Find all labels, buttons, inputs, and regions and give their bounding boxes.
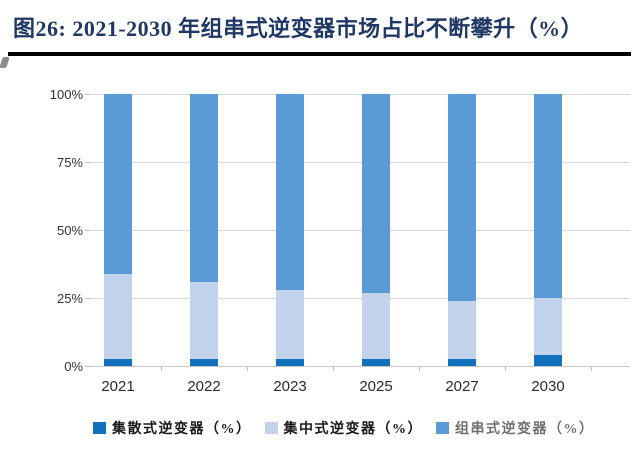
x-axis-tick (333, 366, 334, 371)
y-axis-label-50%: 50% (56, 223, 83, 238)
bar-2021-segment-0 (104, 359, 132, 366)
stacked-bar-chart: 0% 25% 50% 75% 100% 2021 2022 2023 2025 2027 2030 … (0, 62, 639, 457)
x-axis-tick (505, 366, 506, 371)
gridline-75% (90, 162, 630, 163)
legend-label-0: 集散式逆变器（%） (112, 422, 252, 437)
legend-label-1: 集中式逆变器（%） (283, 422, 423, 437)
x-axis-tick (419, 366, 420, 371)
y-tick-75% (85, 162, 90, 163)
y-axis-label-75%: 75% (56, 155, 83, 170)
bar-2022-segment-2 (190, 94, 218, 282)
x-axis-label-2022: 2022 (187, 378, 221, 395)
chart-legend: 集散式逆变器（%） 集中式逆变器（%） 组串式逆变器（%） (93, 418, 613, 438)
legend-label-2: 组串式逆变器（%） (455, 422, 595, 437)
bar-2025-segment-2 (362, 94, 390, 293)
bar-2023-segment-1 (276, 289, 304, 360)
x-axis-label-2030: 2030 (531, 378, 565, 395)
legend-item-0: 集散式逆变器（%） (93, 418, 252, 438)
bar-2021-segment-1 (104, 273, 132, 360)
bar-2027-segment-0 (448, 359, 476, 366)
gridline-0% (90, 366, 630, 367)
title-underline-rule (8, 52, 631, 56)
bar-2023-segment-0 (276, 359, 304, 366)
gridline-100% (90, 94, 630, 95)
gridline-50% (90, 230, 630, 231)
legend-swatch-icon-2 (436, 422, 449, 434)
y-tick-0% (85, 366, 90, 367)
x-axis-label-2025: 2025 (359, 378, 393, 395)
bar-2025-segment-1 (362, 292, 390, 360)
x-axis-tick (247, 366, 248, 371)
bar-2030-segment-2 (534, 94, 562, 298)
bar-2030-segment-0 (534, 355, 562, 366)
legend-item-1: 集中式逆变器（%） (264, 418, 424, 438)
bar-2022-segment-0 (190, 359, 218, 366)
bar-2022-segment-1 (190, 281, 218, 360)
gridline-25% (90, 298, 630, 299)
x-axis-tick (591, 366, 592, 371)
y-axis-label-0%: 0% (64, 359, 83, 374)
y-axis-label-25%: 25% (56, 291, 83, 306)
y-tick-25% (85, 298, 90, 299)
legend-item-2: 组串式逆变器（%） (436, 418, 595, 438)
bar-2021-segment-2 (104, 94, 132, 274)
x-axis-label-2027: 2027 (445, 378, 479, 395)
y-tick-100% (85, 94, 90, 95)
x-axis-label-2023: 2023 (273, 378, 307, 395)
bar-2025-segment-0 (362, 359, 390, 366)
figure-title: 图26: 2021-2030 年组串式逆变器市场占比不断攀升（%） (13, 16, 584, 41)
bar-2030-segment-1 (534, 298, 562, 356)
bar-2027-segment-1 (448, 300, 476, 360)
bar-2027-segment-2 (448, 94, 476, 301)
y-axis-label-100%: 100% (49, 87, 83, 102)
x-axis-tick (161, 366, 162, 371)
y-tick-50% (85, 230, 90, 231)
bar-2023-segment-2 (276, 94, 304, 290)
legend-swatch-icon-1 (264, 422, 278, 434)
legend-swatch-icon-0 (93, 422, 106, 434)
x-axis-label-2021: 2021 (101, 378, 135, 395)
